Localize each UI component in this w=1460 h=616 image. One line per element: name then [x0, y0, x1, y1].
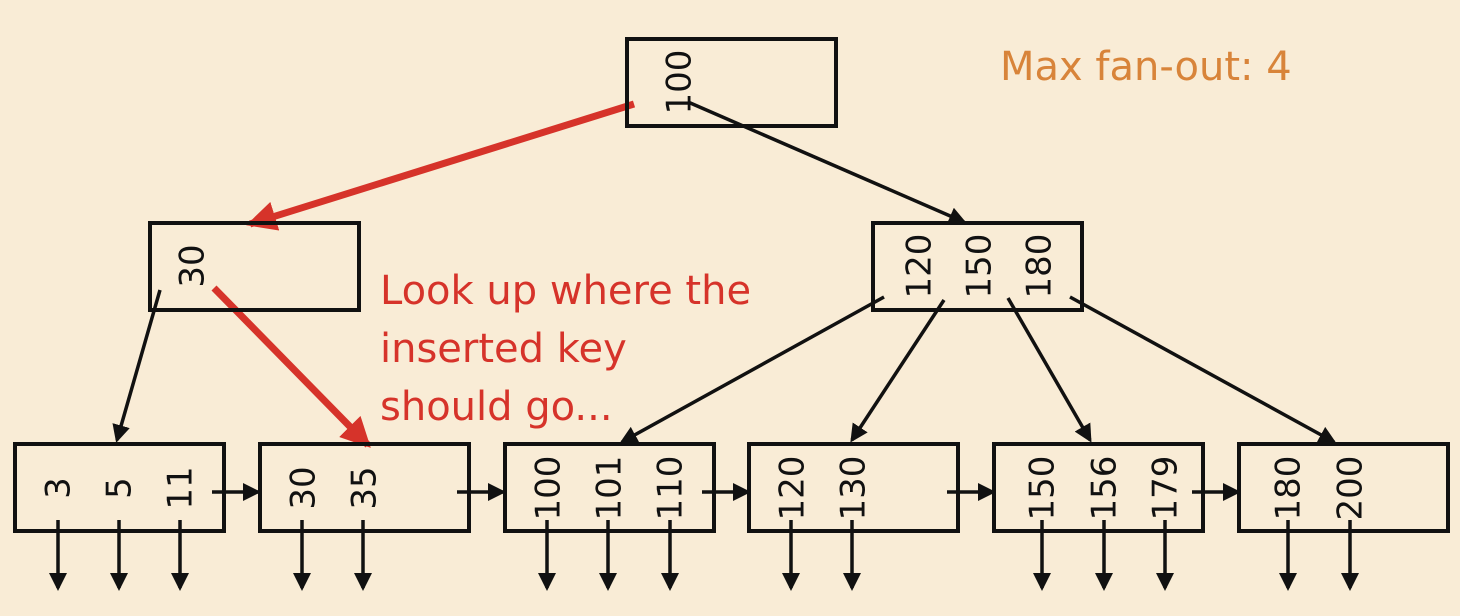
- node-key: 35: [345, 466, 385, 509]
- red-arrow-root-to-30: [246, 100, 636, 231]
- node-key: 150: [960, 234, 1000, 299]
- red-arrow-30-to-leaf: [211, 285, 371, 448]
- lookup-annotation: Look up where the inserted key should go…: [380, 262, 751, 436]
- node-key: 3: [39, 477, 79, 499]
- node-key: 110: [651, 456, 691, 521]
- node-key: 30: [173, 244, 213, 287]
- edge-right-to-leaf3: [850, 299, 946, 443]
- lookup-line: Look up where the: [380, 268, 752, 314]
- node-key: 100: [529, 456, 569, 521]
- edge-left-to-leaf0: [112, 289, 162, 443]
- node-key: 156: [1085, 456, 1125, 521]
- node-key: 5: [100, 477, 140, 499]
- node-key: 30: [284, 466, 324, 509]
- node-key: 100: [660, 50, 700, 115]
- node-key: 120: [773, 456, 813, 521]
- edge-right-to-leaf2: [619, 295, 885, 444]
- internal-node-left: 30: [148, 221, 361, 312]
- edge-root-to-right: [687, 100, 967, 225]
- leaf-node: 150 156 179: [992, 442, 1205, 533]
- leaf-node: 100 101 110: [503, 442, 716, 533]
- lookup-line: should go...: [380, 384, 613, 430]
- leaf-node: 3 5 11: [13, 442, 226, 533]
- leaf-node: 120 130: [747, 442, 960, 533]
- internal-node-right: 120 150 180: [871, 221, 1084, 312]
- edge-right-to-leaf5: [1069, 295, 1337, 444]
- node-key: 120: [900, 234, 940, 299]
- node-key: 101: [590, 456, 630, 521]
- node-key: 180: [1269, 456, 1309, 521]
- leaf-node: 30 35: [258, 442, 471, 533]
- edge-right-to-leaf4: [1006, 297, 1092, 443]
- max-fanout-label: Max fan-out: 4: [1000, 44, 1292, 90]
- node-key: 180: [1020, 234, 1060, 299]
- lookup-line: inserted key: [380, 326, 627, 372]
- node-key: 130: [834, 456, 874, 521]
- leaf-node: 180 200: [1237, 442, 1450, 533]
- node-key: 150: [1023, 456, 1063, 521]
- tree-edges: [112, 100, 1337, 444]
- node-key: 11: [161, 466, 201, 509]
- lookup-path: [211, 100, 636, 448]
- root-node: 100: [625, 37, 838, 128]
- node-key: 179: [1146, 456, 1186, 521]
- node-key: 200: [1331, 456, 1371, 521]
